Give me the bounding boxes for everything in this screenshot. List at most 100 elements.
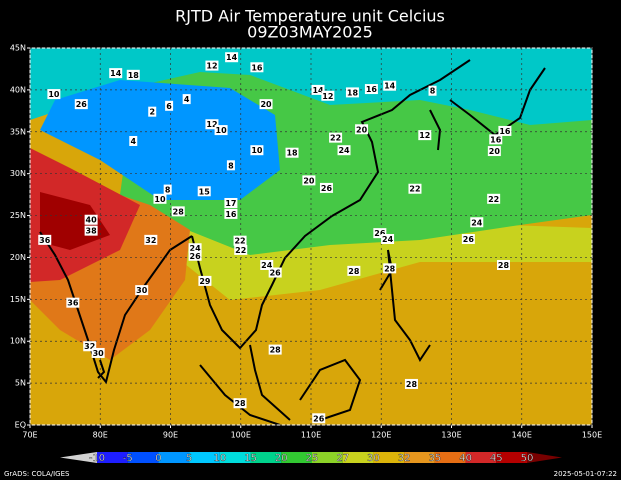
x-tick-label: 120E bbox=[371, 431, 391, 440]
contour-label: 28 bbox=[173, 207, 185, 216]
colorbar-swatch bbox=[373, 452, 405, 463]
x-tick-label: 80E bbox=[93, 431, 108, 440]
contour-label: 26 bbox=[190, 252, 202, 261]
colorbar-label: -10 bbox=[89, 453, 105, 464]
contour-label-box bbox=[319, 182, 333, 193]
contour-label-box bbox=[233, 235, 247, 246]
y-tick-label: 25N bbox=[10, 211, 26, 220]
contour-label-box bbox=[84, 225, 98, 236]
contour-label-box bbox=[129, 135, 138, 146]
contour-label-box bbox=[84, 214, 98, 225]
contour-label: 12 bbox=[206, 62, 217, 71]
contour-label: 36 bbox=[67, 299, 79, 308]
contour-label-box bbox=[38, 234, 52, 245]
contour-label-box bbox=[383, 263, 397, 274]
x-tick-label: 110E bbox=[301, 431, 321, 440]
contour-label: 38 bbox=[86, 227, 98, 236]
contour-label: 20 bbox=[489, 147, 501, 156]
contour-label-box bbox=[144, 234, 158, 245]
y-tick-label: 10N bbox=[10, 337, 26, 346]
contour-label: 30 bbox=[136, 286, 148, 295]
contour-label: 16 bbox=[499, 127, 511, 136]
colorbar-label: -5 bbox=[123, 453, 133, 464]
x-tick-label: 90E bbox=[163, 431, 178, 440]
y-tick-label: 30N bbox=[10, 169, 26, 178]
colorbar-swatch bbox=[127, 452, 159, 463]
contour-label-box bbox=[182, 94, 191, 105]
x-tick-label: 100E bbox=[231, 431, 251, 440]
contour-label-box bbox=[373, 228, 387, 239]
y-tick-label: EQ bbox=[15, 421, 26, 430]
colorbar-swatch bbox=[404, 452, 435, 463]
contour-label: 24 bbox=[190, 244, 202, 253]
contour-label: 16 bbox=[490, 135, 502, 144]
contour-label-box bbox=[165, 100, 174, 111]
contour-label: 26 bbox=[76, 100, 88, 109]
contour-label: 24 bbox=[338, 146, 350, 155]
contour-label: 20 bbox=[303, 176, 315, 185]
contour-label: 24 bbox=[471, 218, 483, 227]
contour-label: 26 bbox=[463, 235, 475, 244]
contour-label-box bbox=[268, 344, 282, 355]
contour-label: 28 bbox=[498, 261, 510, 270]
contour-label-box bbox=[259, 99, 273, 110]
contour-label-box bbox=[205, 60, 219, 71]
colorbar-label: 45 bbox=[490, 453, 503, 464]
contour-label-box bbox=[66, 297, 80, 308]
contour-label-box bbox=[224, 208, 238, 219]
contour-label-box bbox=[234, 244, 248, 255]
contour-label: 20 bbox=[260, 100, 272, 109]
contour-label-box bbox=[461, 234, 475, 245]
colorbar-swatch bbox=[219, 452, 251, 463]
colorbar-arrow bbox=[60, 452, 97, 463]
colorbar-arrow bbox=[527, 452, 562, 463]
contour-label-box bbox=[126, 69, 140, 80]
contour-label-box bbox=[171, 206, 185, 217]
contour-label: 22 bbox=[409, 185, 420, 194]
y-tick-label: 40N bbox=[10, 85, 26, 94]
colorbar-swatch bbox=[496, 452, 527, 463]
temperature-field bbox=[30, 48, 592, 425]
contour-label-box bbox=[487, 146, 501, 157]
contour-label-box bbox=[163, 184, 172, 195]
colorbar-label: 5 bbox=[186, 453, 192, 464]
contour-label: 16 bbox=[225, 210, 237, 219]
contour-label: 17 bbox=[225, 199, 236, 208]
contour-label-box bbox=[153, 193, 167, 204]
contour-label-box bbox=[260, 259, 274, 270]
contour-label: 8 bbox=[430, 87, 436, 96]
credit: GrADS: COLA/IGES bbox=[4, 470, 70, 478]
contour-label-box bbox=[91, 347, 105, 358]
colorbar-swatch bbox=[189, 452, 220, 463]
contour-label-box bbox=[321, 90, 335, 101]
contour-label: 18 bbox=[286, 149, 298, 158]
contour-label-box bbox=[268, 267, 282, 278]
contour-label: 26 bbox=[321, 184, 333, 193]
contour-label: 28 bbox=[384, 264, 396, 273]
contour-label: 26 bbox=[313, 414, 325, 423]
contour-label-box bbox=[498, 125, 512, 136]
contour-label: 24 bbox=[382, 235, 394, 244]
contour-label-box bbox=[364, 84, 378, 95]
contour-label: 14 bbox=[384, 82, 396, 91]
contour-label-box bbox=[224, 197, 238, 208]
contour-label: 16 bbox=[366, 85, 378, 94]
contour-label: 16 bbox=[251, 63, 263, 72]
x-tick-label: 70E bbox=[22, 431, 37, 440]
contour-label-box bbox=[489, 134, 503, 145]
colorbar-swatch bbox=[434, 452, 466, 463]
contour-label-box bbox=[47, 89, 61, 100]
contour-label: 15 bbox=[199, 187, 211, 196]
contour-label: 14 bbox=[226, 53, 238, 62]
contour-label: 8 bbox=[228, 161, 234, 170]
contour-label-box bbox=[285, 147, 299, 158]
contour-label-box bbox=[188, 250, 202, 261]
contour-label-box bbox=[408, 183, 422, 194]
contour-label-box bbox=[496, 259, 510, 270]
contour-label-box bbox=[83, 341, 97, 352]
contour-label: 22 bbox=[330, 134, 341, 143]
x-tick-label: 140E bbox=[512, 431, 532, 440]
contour-label: 10 bbox=[48, 90, 60, 99]
contour-label-box bbox=[347, 265, 361, 276]
